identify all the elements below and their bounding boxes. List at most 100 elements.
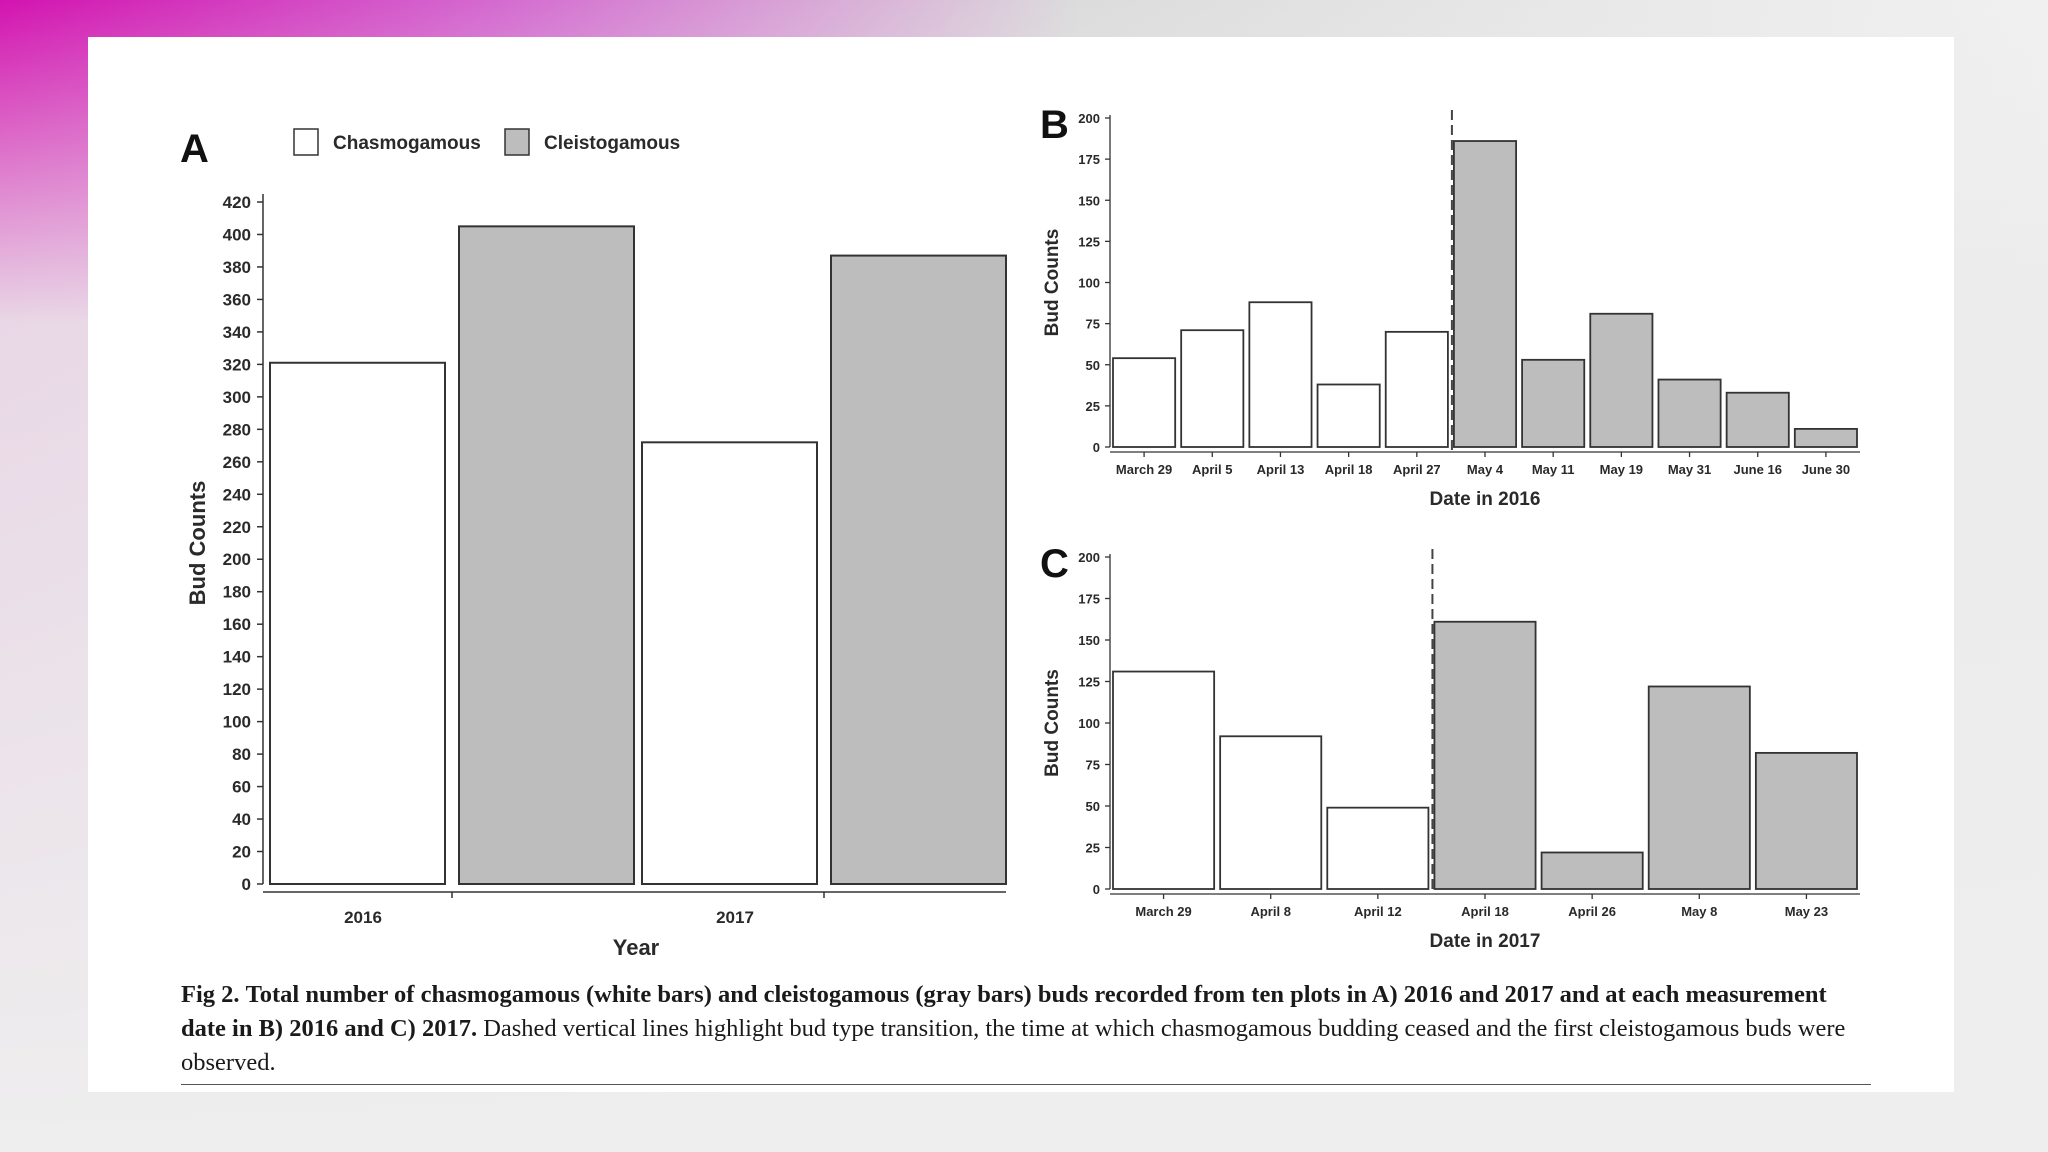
- y-tick-label: 340: [223, 323, 251, 342]
- legend-label-chasmogamous: Chasmogamous: [333, 133, 481, 154]
- figure-canvas: A Chasmogamous Cleistogamous 0 20 40 60 80 100 12…: [180, 103, 1860, 960]
- x-tick-label: May 8: [1681, 904, 1717, 919]
- y-tick-label: 60: [232, 778, 251, 797]
- bar-may-8: [1647, 685, 1751, 890]
- x-tick-label: April 13: [1257, 462, 1305, 477]
- bar-march-29: [1112, 357, 1177, 448]
- y-tick-label: 380: [223, 258, 251, 277]
- y-tick-label: 100: [223, 713, 251, 732]
- x-tick-label: May 31: [1668, 462, 1711, 477]
- bar-may-31: [1657, 378, 1722, 448]
- x-tick-label: April 18: [1461, 904, 1509, 919]
- y-tick-label: 20: [232, 843, 251, 862]
- x-tick-label: April 18: [1325, 462, 1373, 477]
- bar-march-29: [1112, 670, 1216, 890]
- x-tick-label: June 16: [1734, 462, 1782, 477]
- y-tick-label: 50: [1086, 799, 1100, 814]
- y-axis-title: Bud Counts: [1042, 669, 1063, 777]
- legend-swatch-cleistogamous: [504, 128, 530, 156]
- y-tick-label: 140: [223, 648, 251, 667]
- bar-may-19: [1589, 312, 1654, 448]
- x-tick-label: May 11: [1532, 462, 1575, 477]
- bar-may-4: [1453, 140, 1517, 448]
- panel-c-label: C: [1040, 542, 1069, 586]
- y-tick-label: 160: [223, 615, 251, 634]
- x-tick-label: April 8: [1250, 904, 1290, 919]
- y-tick-label: 200: [223, 550, 251, 569]
- bar-april-26: [1540, 851, 1644, 890]
- bar-chasmogamous-2016: [269, 361, 446, 885]
- y-tick-label: 200: [1078, 550, 1100, 565]
- y-tick-label: 50: [1086, 358, 1100, 373]
- x-tick-label: April 27: [1393, 462, 1441, 477]
- y-tick-label: 200: [1078, 111, 1100, 126]
- bar-cleistogamous-2016: [458, 225, 635, 886]
- y-tick-label: 120: [223, 680, 251, 699]
- y-tick-label: 175: [1078, 152, 1100, 167]
- y-tick-label: 125: [1078, 675, 1100, 690]
- bar-april-8: [1219, 735, 1323, 890]
- y-tick-label: 0: [242, 875, 251, 894]
- bar-april-5: [1180, 329, 1245, 448]
- bar-chasmogamous-2017: [641, 441, 818, 885]
- y-tick-label: 400: [223, 225, 251, 244]
- bar-june-16: [1725, 391, 1790, 448]
- x-tick-label: 2017: [716, 908, 754, 927]
- x-axis-title: Year: [613, 935, 660, 960]
- bar-april-18: [1433, 620, 1537, 890]
- panel-b-label: B: [1040, 103, 1069, 147]
- bar-april-13: [1248, 301, 1313, 448]
- bar-may-11: [1521, 358, 1586, 448]
- caption-plain-text: Dashed vertical lines highlight bud type…: [181, 1015, 1846, 1076]
- figure-page: A Chasmogamous Cleistogamous 0 20 40 60 80 100 12…: [88, 37, 1954, 1092]
- y-tick-label: 280: [223, 420, 251, 439]
- x-tick-label: June 30: [1802, 462, 1850, 477]
- y-tick-label: 360: [223, 290, 251, 309]
- figure-caption: Fig 2. Total number of chasmogamous (whi…: [181, 978, 1871, 1085]
- y-tick-label: 220: [223, 518, 251, 537]
- y-tick-label: 0: [1093, 882, 1100, 897]
- legend-swatch-chasmogamous: [293, 128, 319, 156]
- panel-a-label: A: [180, 127, 209, 171]
- bar-cleistogamous-2017: [830, 254, 1007, 886]
- x-tick-label: May 23: [1785, 904, 1828, 919]
- y-tick-label: 0: [1093, 440, 1100, 455]
- y-axis-title: Bud Counts: [185, 481, 210, 606]
- x-axis-title: Date in 2017: [1430, 931, 1541, 952]
- y-tick-label: 75: [1086, 758, 1100, 773]
- y-tick-label: 125: [1078, 234, 1100, 249]
- y-tick-label: 240: [223, 485, 251, 504]
- x-tick-label: 2016: [344, 908, 382, 927]
- x-tick-label: April 26: [1568, 904, 1616, 919]
- x-tick-label: May 19: [1600, 462, 1643, 477]
- y-tick-label: 80: [232, 745, 251, 764]
- y-tick-label: 100: [1078, 276, 1100, 291]
- y-tick-label: 420: [223, 193, 251, 212]
- x-tick-label: March 29: [1135, 904, 1191, 919]
- bar-may-23: [1754, 751, 1858, 890]
- y-tick-label: 100: [1078, 716, 1100, 731]
- panel-a-chart: A Chasmogamous Cleistogamous 0 20 40 60 80 100 12…: [180, 127, 1007, 960]
- x-tick-label: May 4: [1467, 462, 1504, 477]
- y-tick-label: 150: [1078, 193, 1100, 208]
- y-axis-title: Bud Counts: [1042, 229, 1063, 337]
- y-tick-label: 175: [1078, 592, 1100, 607]
- y-tick-label: 180: [223, 583, 251, 602]
- panel-c-chart: C 0 25 50 75 100 125 150 175 200 March 29 April 8 Ap…: [1040, 542, 1860, 952]
- y-tick-label: 40: [232, 810, 251, 829]
- bar-april-27: [1384, 330, 1449, 448]
- bar-june-30: [1793, 428, 1858, 448]
- bar-april-18: [1316, 383, 1381, 448]
- y-tick-label: 320: [223, 355, 251, 374]
- x-axis-title: Date in 2016: [1430, 489, 1541, 510]
- legend-label-cleistogamous: Cleistogamous: [544, 133, 680, 154]
- x-tick-label: April 5: [1192, 462, 1232, 477]
- y-tick-label: 150: [1078, 633, 1100, 648]
- panel-b-chart: B 0 25 50 75 100 125 150 175 200 March 29 April 5 Ap…: [1040, 103, 1860, 510]
- y-tick-label: 300: [223, 388, 251, 407]
- x-tick-label: April 12: [1354, 904, 1402, 919]
- y-tick-label: 260: [223, 453, 251, 472]
- bar-april-12: [1326, 806, 1430, 890]
- y-tick-label: 25: [1086, 399, 1100, 414]
- caption-figure-label: Fig 2.: [181, 981, 240, 1008]
